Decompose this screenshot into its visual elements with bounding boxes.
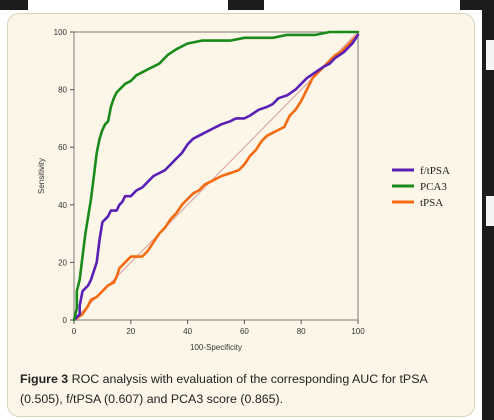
x-axis-label: 100-Specificity [190, 343, 242, 352]
roc-chart-svg: 0 20 40 60 80 100 0 20 40 60 80 100 100-Specificity S… [37, 28, 450, 352]
x-tick-label-60: 60 [240, 327, 249, 336]
top-frame-gap-left [28, 0, 228, 10]
right-edge-notch-top [486, 40, 494, 70]
legend-label-tpsa: tPSA [420, 197, 443, 209]
y-axis-label: Sensitivity [37, 158, 46, 194]
right-edge-notch-bottom [486, 196, 494, 226]
y-tick-label-20: 20 [58, 258, 67, 267]
y-tick-label-0: 0 [63, 316, 68, 325]
roc-chart: 0 20 40 60 80 100 0 20 40 60 80 100 100-Specificity S… [8, 14, 474, 359]
x-tick-label-20: 20 [126, 327, 135, 336]
legend-label-pca3: PCA3 [420, 181, 447, 193]
figure-caption-label: Figure 3 [20, 372, 69, 386]
y-tick-label-60: 60 [58, 143, 67, 152]
x-tick-label-80: 80 [297, 327, 306, 336]
y-tick-label-80: 80 [58, 86, 67, 95]
y-tick-label-100: 100 [54, 28, 68, 37]
series-line-pca3 [72, 30, 360, 322]
y-tick-label-40: 40 [58, 201, 67, 210]
legend-label-f-tpsa: f/tPSA [420, 165, 450, 177]
x-tick-label-0: 0 [72, 327, 77, 336]
x-tick-label-100: 100 [351, 327, 365, 336]
figure-panel: 0 20 40 60 80 100 0 20 40 60 80 100 100-Specificity S… [7, 13, 475, 417]
series-line-f-tpsa [72, 33, 360, 322]
top-frame-bar [0, 0, 494, 10]
series-line-tpsa [72, 33, 360, 322]
right-frame-edge [482, 0, 494, 420]
top-frame-gap-right [264, 0, 460, 10]
figure-caption: Figure 3 ROC analysis with evaluation of… [20, 369, 462, 409]
plot-area-border [73, 31, 359, 321]
figure-caption-text: ROC analysis with evaluation of the corr… [20, 372, 428, 406]
x-tick-label-40: 40 [183, 327, 192, 336]
